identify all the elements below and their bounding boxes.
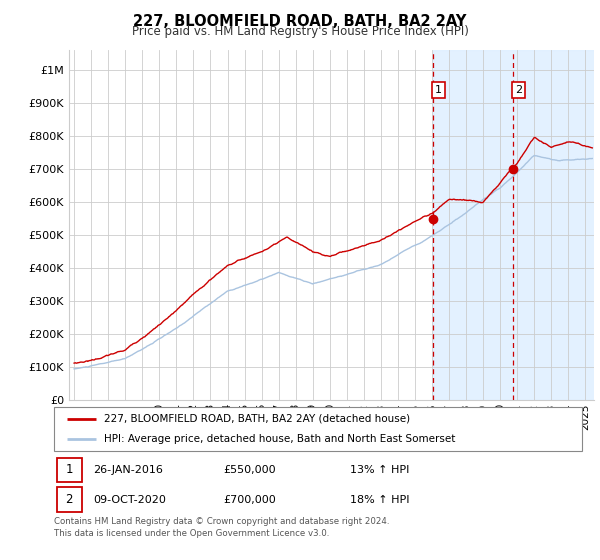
Text: 1: 1 <box>435 85 442 95</box>
Text: 2: 2 <box>515 85 522 95</box>
Text: 13% ↑ HPI: 13% ↑ HPI <box>350 465 409 475</box>
Text: 18% ↑ HPI: 18% ↑ HPI <box>350 494 409 505</box>
Bar <box>433 50 600 400</box>
Text: 09-OCT-2020: 09-OCT-2020 <box>94 494 166 505</box>
FancyBboxPatch shape <box>54 407 582 451</box>
Text: 1: 1 <box>65 463 73 477</box>
Text: HPI: Average price, detached house, Bath and North East Somerset: HPI: Average price, detached house, Bath… <box>104 434 455 444</box>
Text: 26-JAN-2016: 26-JAN-2016 <box>94 465 163 475</box>
Text: 2: 2 <box>65 493 73 506</box>
Text: Price paid vs. HM Land Registry's House Price Index (HPI): Price paid vs. HM Land Registry's House … <box>131 25 469 38</box>
Text: Contains HM Land Registry data © Crown copyright and database right 2024.
This d: Contains HM Land Registry data © Crown c… <box>54 517 389 538</box>
Text: 227, BLOOMFIELD ROAD, BATH, BA2 2AY: 227, BLOOMFIELD ROAD, BATH, BA2 2AY <box>133 14 467 29</box>
Text: £700,000: £700,000 <box>223 494 276 505</box>
Text: £550,000: £550,000 <box>223 465 275 475</box>
Text: 227, BLOOMFIELD ROAD, BATH, BA2 2AY (detached house): 227, BLOOMFIELD ROAD, BATH, BA2 2AY (det… <box>104 414 410 424</box>
FancyBboxPatch shape <box>56 458 82 482</box>
FancyBboxPatch shape <box>56 487 82 512</box>
